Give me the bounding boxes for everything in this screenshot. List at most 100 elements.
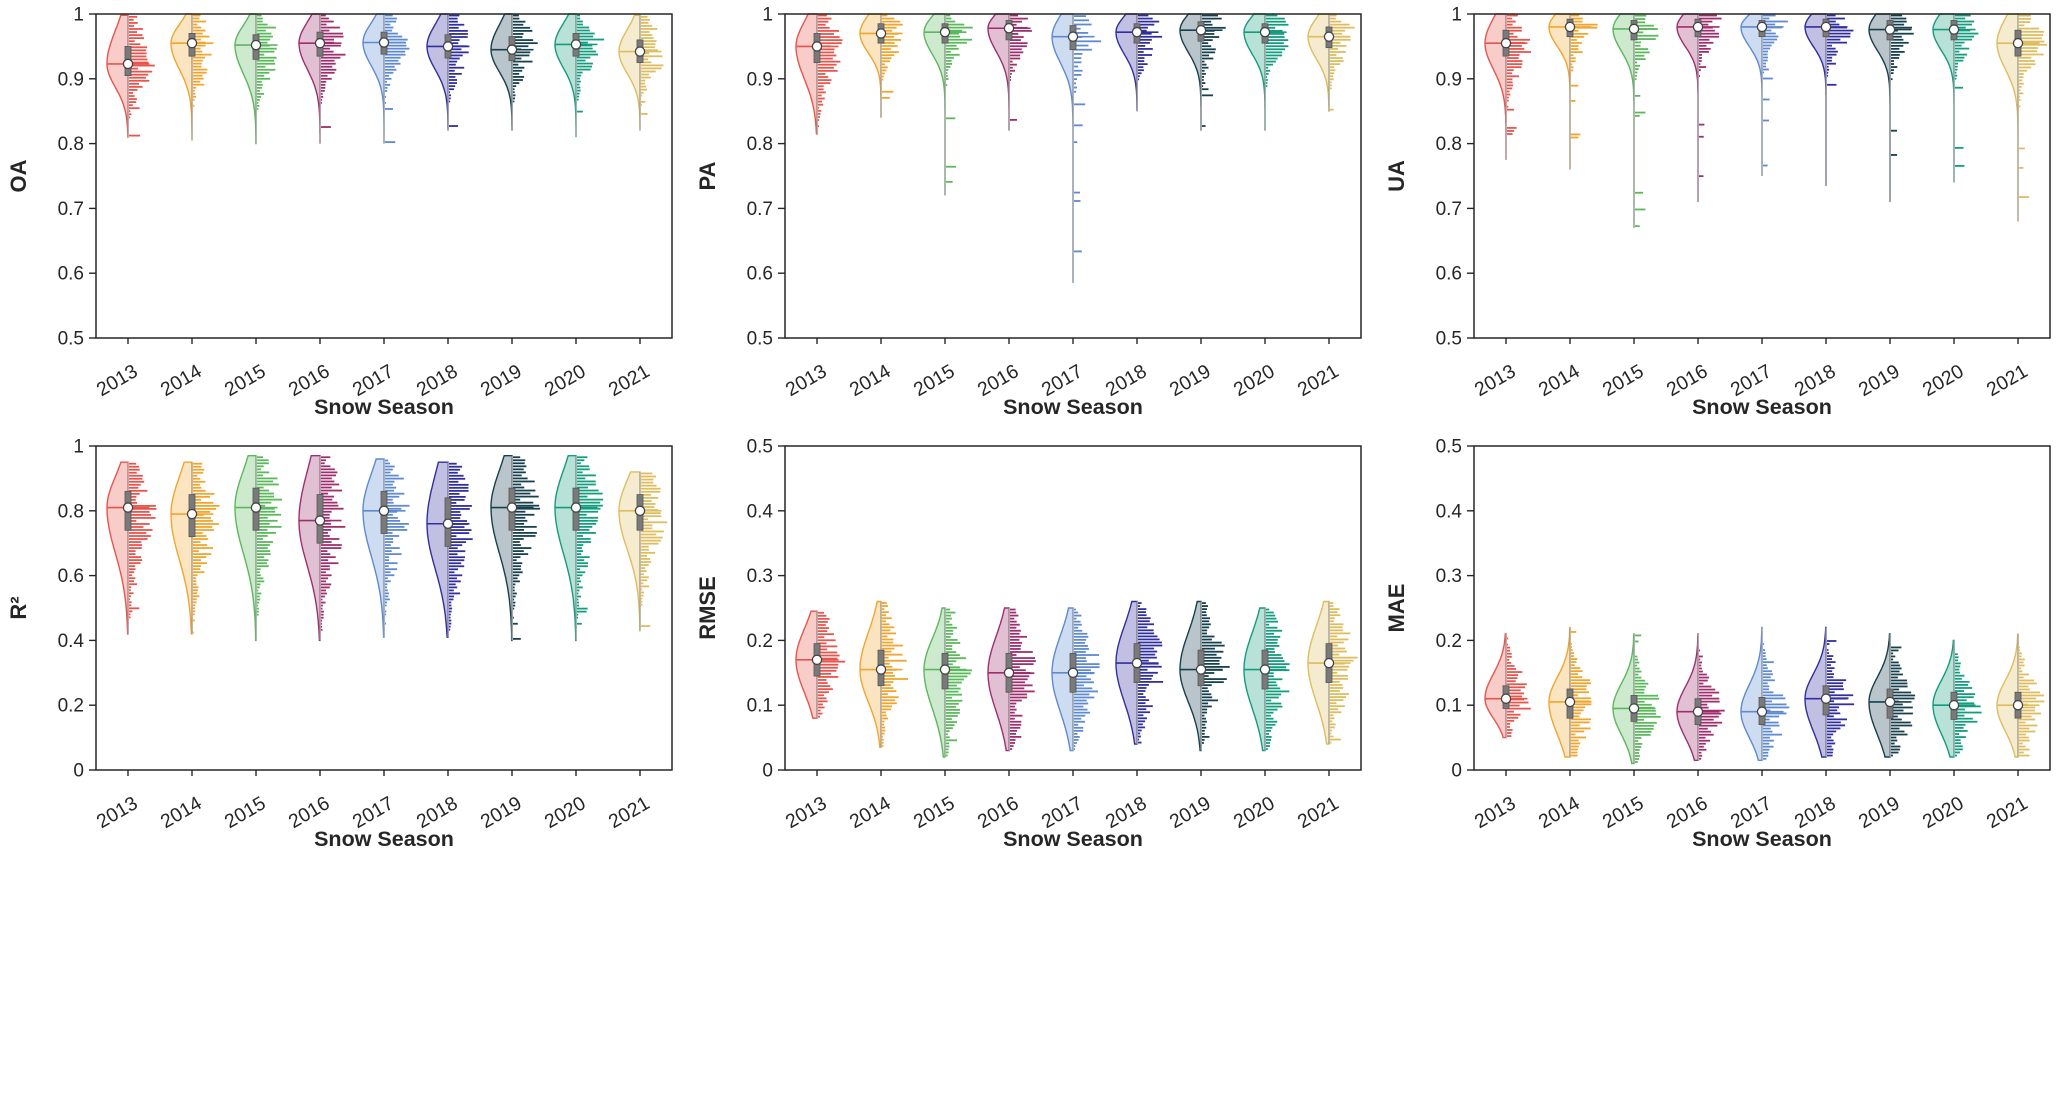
hist-bar <box>1827 682 1844 685</box>
hist-bar <box>946 681 962 684</box>
hist-bar <box>321 571 326 574</box>
hist-bar <box>1507 32 1514 35</box>
hist-bar <box>193 501 214 504</box>
hist-bar <box>1010 629 1021 632</box>
hist-bar <box>882 732 885 735</box>
hist-bar <box>818 94 822 97</box>
hist-bar <box>1507 38 1530 41</box>
hist-bar <box>1266 635 1281 638</box>
hist-bar <box>1827 688 1844 691</box>
hist-bar <box>1202 714 1205 717</box>
hist-bar <box>577 613 579 616</box>
hist-bar <box>1635 225 1640 228</box>
x-tick-label: 2021 <box>605 360 654 401</box>
hist-bar <box>385 44 407 47</box>
hist-bar <box>1202 85 1204 88</box>
hist-bar <box>1891 694 1916 697</box>
hist-bar <box>1827 17 1845 20</box>
hist-bar <box>1763 691 1774 694</box>
hist-bar <box>1699 20 1713 23</box>
hist-bar <box>385 71 394 74</box>
hist-bar <box>129 583 137 586</box>
hist-bar <box>882 659 907 662</box>
hist-bar <box>1010 66 1013 69</box>
violin-density <box>1179 600 1202 752</box>
hist-bar <box>385 483 393 486</box>
hist-bar <box>513 51 531 54</box>
hist-bar <box>1074 708 1088 711</box>
y-tick-label: 0.2 <box>58 696 84 717</box>
hist-bar <box>1138 57 1145 59</box>
hist-bar <box>513 559 517 562</box>
x-tick-label: 2020 <box>541 360 590 401</box>
x-axis-label: Snow Season <box>1003 395 1143 419</box>
violin-density <box>1740 13 1763 176</box>
hist-bar <box>1699 47 1711 50</box>
hist-bar <box>818 30 840 32</box>
hist-bar <box>1827 14 1836 17</box>
hist-bar <box>321 71 335 74</box>
hist-bar <box>1955 41 1965 44</box>
hist-bar <box>321 474 336 477</box>
hist-bar <box>1074 663 1100 666</box>
hist-bar <box>1635 71 1638 74</box>
median-marker <box>2012 37 2024 49</box>
x-tick-label: 2015 <box>221 792 270 833</box>
hist-bar <box>513 489 536 492</box>
violin-2013 <box>1484 633 1531 739</box>
hist-bar <box>818 712 823 715</box>
hist-bar <box>946 35 961 38</box>
hist-bar <box>1010 623 1020 626</box>
hist-bar <box>1699 688 1716 691</box>
hist-bar <box>257 108 259 110</box>
hist-bar <box>1330 647 1346 650</box>
hist-bar <box>449 550 466 553</box>
hist-bar <box>577 589 580 592</box>
hist-bar <box>193 577 197 580</box>
hist-bar <box>449 57 460 60</box>
hist-bar <box>1074 608 1076 611</box>
hist-bar <box>1827 44 1832 47</box>
hist-bar <box>946 23 965 26</box>
hist-bar <box>1330 641 1344 644</box>
hist-bar <box>1266 33 1285 35</box>
hist-bar <box>1763 694 1784 697</box>
hist-bar <box>577 610 587 613</box>
median-marker <box>2012 699 2024 711</box>
violin-density <box>1676 13 1699 202</box>
hist-bar <box>1955 748 1963 751</box>
hist-bar <box>1955 53 1968 56</box>
hist-bar <box>385 102 386 104</box>
hist-bar <box>1763 44 1772 47</box>
violin-density <box>234 455 257 642</box>
hist-bar <box>193 44 206 47</box>
hist-bar <box>1010 14 1019 17</box>
median-marker <box>1756 706 1768 717</box>
hist-bar <box>641 43 656 46</box>
hist-bar <box>1074 654 1099 656</box>
median-marker <box>186 508 198 520</box>
hist-bar <box>1010 611 1017 614</box>
hist-bar <box>1010 696 1028 699</box>
hist-bar <box>1202 723 1206 726</box>
hist-bar <box>129 61 149 64</box>
hist-bar <box>1266 672 1274 675</box>
hist-bar <box>2019 89 2021 92</box>
hist-bar <box>577 110 583 113</box>
hist-bar <box>2019 739 2030 742</box>
hist-bar <box>1266 687 1281 690</box>
hist-bar <box>1827 691 1835 694</box>
hist-bar <box>1635 724 1654 727</box>
hist-bar <box>1827 754 1833 757</box>
hist-bar <box>449 568 458 571</box>
hist-bar <box>513 574 520 577</box>
hist-bar <box>1763 673 1773 676</box>
hist-bar <box>1330 696 1346 698</box>
hist-bar <box>1699 757 1702 760</box>
hist-bar <box>257 89 260 92</box>
hist-bar <box>882 29 893 32</box>
hist-bar <box>1266 657 1283 659</box>
hist-bar <box>385 507 402 510</box>
median-marker <box>1564 696 1576 708</box>
hist-bar <box>257 102 259 104</box>
